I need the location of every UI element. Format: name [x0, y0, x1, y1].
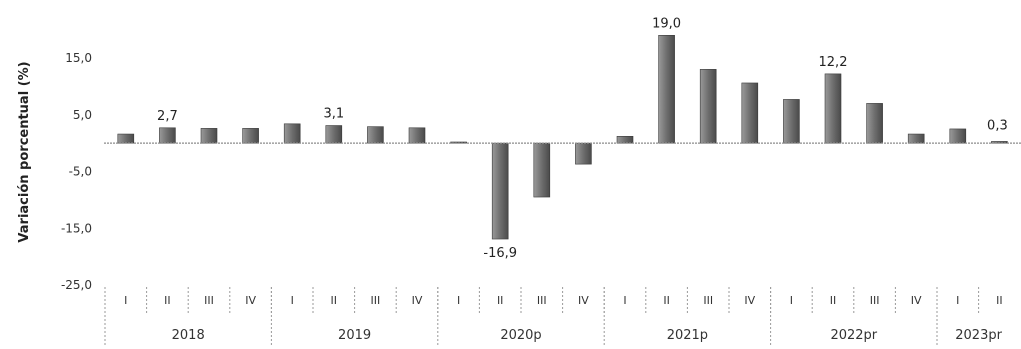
y-axis-label: Variación porcentual (%)	[17, 61, 32, 242]
x-tick-label: IV	[744, 294, 755, 307]
bar	[200, 128, 218, 144]
data-label: 19,0	[652, 16, 681, 31]
bar	[575, 142, 592, 165]
data-label: 12,2	[819, 55, 848, 70]
x-tick-label: I	[623, 294, 626, 307]
y-tick-label: -25,0	[61, 278, 92, 292]
x-tick-label: IV	[412, 294, 423, 307]
x-tick-label: I	[291, 294, 294, 307]
bar	[242, 128, 259, 144]
data-label: 2,7	[157, 109, 178, 124]
year-label: 2022pr	[830, 328, 877, 343]
x-tick-label: II	[164, 294, 171, 307]
x-tick-label: II	[830, 294, 837, 307]
bar	[699, 69, 717, 144]
year-label: 2020p	[500, 328, 541, 343]
bars	[117, 34, 1008, 240]
year-label: 2023pr	[955, 328, 1002, 343]
bar	[159, 127, 176, 144]
bar	[907, 133, 925, 144]
x-tick-label: III	[371, 294, 381, 307]
bar	[408, 127, 426, 144]
x-tick-label: IV	[578, 294, 589, 307]
bar	[866, 103, 883, 144]
x-axis-categories: I II III IV I II III IV I II III IV I II III IV I II III IV…	[104, 287, 1003, 345]
bar	[533, 142, 551, 198]
x-tick-label: I	[124, 294, 127, 307]
bar	[658, 34, 675, 144]
bar	[491, 142, 509, 240]
bar	[117, 133, 135, 144]
data-labels: 2,7 3,1 -16,9 19,0 12,2 0,3	[157, 16, 1008, 261]
x-tick-label: III	[870, 294, 880, 307]
data-label: 0,3	[987, 118, 1008, 133]
y-tick-label: 5,0	[73, 108, 92, 122]
bar	[824, 73, 842, 144]
bar	[783, 99, 800, 144]
x-tick-label: I	[790, 294, 793, 307]
bar	[741, 82, 759, 144]
x-tick-label: IV	[911, 294, 922, 307]
x-tick-label: II	[497, 294, 504, 307]
bar	[616, 136, 634, 144]
x-tick-label: II	[331, 294, 338, 307]
x-tick-label: IV	[245, 294, 256, 307]
x-tick-label: III	[537, 294, 547, 307]
x-tick-label: II	[996, 294, 1003, 307]
year-label: 2018	[172, 328, 205, 343]
bar	[367, 126, 384, 144]
x-tick-label: I	[956, 294, 959, 307]
year-label: 2019	[338, 328, 371, 343]
y-tick-labels: 15,0 5,0 -5,0 -15,0 -25,0	[61, 51, 92, 292]
y-tick-label: -5,0	[69, 165, 92, 179]
year-label: 2021p	[667, 328, 708, 343]
y-tick-label: -15,0	[61, 221, 92, 235]
x-tick-label: III	[703, 294, 713, 307]
bar	[283, 123, 301, 144]
data-label: -16,9	[483, 246, 517, 261]
bar	[949, 128, 967, 144]
y-tick-label: 15,0	[65, 51, 92, 65]
x-tick-label: III	[204, 294, 214, 307]
x-tick-label: I	[457, 294, 460, 307]
data-label: 3,1	[323, 107, 344, 122]
x-tick-label: II	[663, 294, 670, 307]
bar	[325, 125, 343, 144]
